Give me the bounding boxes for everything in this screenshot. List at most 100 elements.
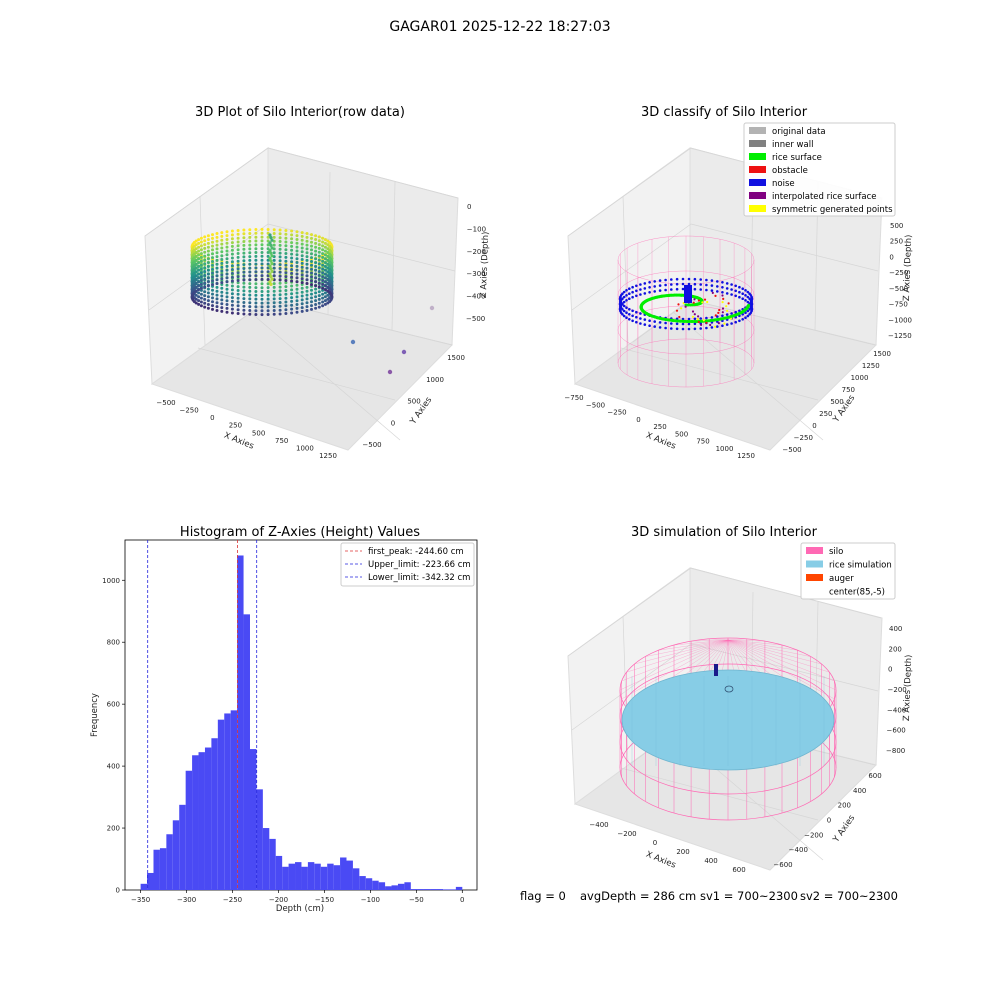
raw-3d-z-tick: −200 xyxy=(467,248,486,256)
point xyxy=(220,294,224,298)
noise-point xyxy=(622,304,626,308)
point xyxy=(284,289,288,292)
point xyxy=(268,233,272,237)
rice-surface-point xyxy=(675,293,679,297)
point xyxy=(206,287,210,291)
point xyxy=(310,300,313,304)
grid-line xyxy=(209,299,269,343)
point xyxy=(199,282,203,286)
point xyxy=(206,299,210,303)
point xyxy=(295,253,299,257)
noise-point xyxy=(734,320,737,324)
point xyxy=(323,299,327,303)
point xyxy=(236,236,240,240)
noise-point xyxy=(687,277,691,281)
point xyxy=(215,278,219,282)
point xyxy=(310,304,313,308)
silo-roof-edge xyxy=(727,639,835,700)
point xyxy=(266,313,270,316)
legend-label: symmetric generated points xyxy=(772,205,893,215)
histogram-bar xyxy=(442,889,450,890)
histogram-y-label: Frequency xyxy=(90,693,100,737)
histogram-bar xyxy=(455,886,463,890)
class-point xyxy=(711,291,714,294)
legend-swatch xyxy=(806,547,823,554)
point xyxy=(284,263,288,267)
point xyxy=(199,292,203,296)
simulation-3d-z-ticks: 400 200 0 −200 −400 −600 −800 xyxy=(886,625,907,755)
point xyxy=(230,284,234,288)
legend-swatch xyxy=(749,127,766,134)
histogram-bar xyxy=(449,889,456,890)
simulation-3d-z-tick: −800 xyxy=(886,747,905,755)
point xyxy=(203,277,207,281)
point xyxy=(295,234,299,238)
noise-point xyxy=(741,287,744,291)
noise-point xyxy=(622,300,626,304)
noise-point xyxy=(675,277,679,281)
noise-point xyxy=(631,290,634,294)
point xyxy=(194,289,198,293)
simulation-3d-z-tick: −200 xyxy=(888,686,907,694)
rice-surface-point xyxy=(644,299,648,303)
noise-point xyxy=(744,289,747,292)
class-point xyxy=(678,315,681,319)
point xyxy=(197,238,201,242)
noise-point xyxy=(635,289,638,293)
rice-surface-point xyxy=(652,315,656,319)
point xyxy=(300,242,304,246)
class-point xyxy=(697,315,700,318)
point xyxy=(194,270,198,274)
point xyxy=(295,272,299,276)
point xyxy=(211,300,214,304)
point xyxy=(321,255,325,259)
raw-3d-z-tick: −100 xyxy=(467,225,486,233)
point xyxy=(199,248,203,252)
grid-line xyxy=(690,223,879,272)
legend-label: interpolated rice surface xyxy=(772,192,877,202)
point xyxy=(278,236,282,240)
x-tick-label: −350 xyxy=(131,896,150,904)
legend-label: first_peak: -244.60 cm xyxy=(368,547,464,557)
class-point xyxy=(717,322,720,325)
raw-3d-y-tick: 0 xyxy=(391,419,395,427)
point xyxy=(323,288,327,292)
histogram-bar xyxy=(372,880,379,890)
point xyxy=(248,255,252,259)
legend-label: noise xyxy=(772,179,795,189)
noise-point xyxy=(716,280,719,283)
noise-point xyxy=(710,326,714,329)
point xyxy=(230,229,234,233)
noise-point xyxy=(643,323,647,326)
point xyxy=(278,293,282,297)
point xyxy=(321,248,325,252)
point xyxy=(248,251,252,255)
histogram-bar xyxy=(192,755,199,890)
noise-point xyxy=(628,313,631,316)
point xyxy=(206,303,210,306)
outlier-point xyxy=(401,349,407,355)
point xyxy=(310,267,313,271)
point xyxy=(203,270,207,273)
legend-label: rice surface xyxy=(772,153,822,163)
noise-point xyxy=(670,322,673,325)
point xyxy=(254,313,258,316)
point xyxy=(211,236,214,240)
point xyxy=(314,249,318,253)
noise-point xyxy=(699,288,702,291)
point xyxy=(225,310,229,314)
simulation-3d-x-tick: 0 xyxy=(653,839,657,847)
histogram-bar xyxy=(147,872,154,890)
noise-point xyxy=(631,285,634,289)
noise-point xyxy=(664,288,667,292)
point xyxy=(203,294,207,298)
point xyxy=(321,286,325,290)
point xyxy=(220,306,224,310)
point xyxy=(284,229,288,232)
silo-roof-edge xyxy=(621,639,729,682)
noise-point xyxy=(670,283,673,286)
histogram-bar xyxy=(166,834,173,890)
point xyxy=(230,244,234,248)
point xyxy=(272,274,276,278)
point xyxy=(284,312,288,315)
